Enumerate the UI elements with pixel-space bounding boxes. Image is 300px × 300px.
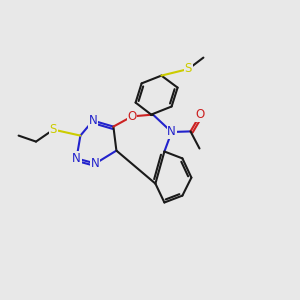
Text: N: N	[72, 152, 81, 165]
Text: N: N	[88, 114, 98, 127]
Text: N: N	[167, 125, 176, 139]
Text: O: O	[128, 110, 136, 123]
Text: O: O	[196, 108, 205, 121]
Text: S: S	[185, 62, 192, 76]
Text: N: N	[91, 157, 100, 170]
Text: S: S	[50, 123, 57, 136]
